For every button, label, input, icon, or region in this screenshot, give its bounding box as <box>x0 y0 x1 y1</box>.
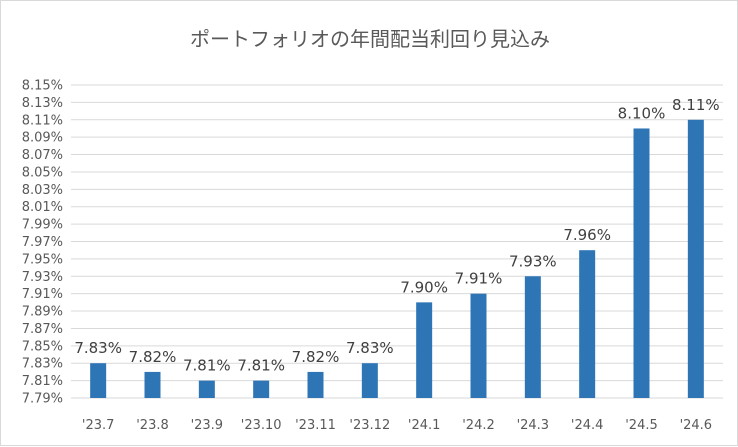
bar <box>144 371 161 398</box>
y-tick-label: 7.81% <box>22 374 63 389</box>
gridlines <box>71 84 723 399</box>
y-tick-label: 8.07% <box>22 148 63 163</box>
y-tick-label: 7.87% <box>22 322 63 337</box>
bar <box>253 380 270 398</box>
bar <box>579 250 596 398</box>
y-tick-label: 8.03% <box>22 183 63 198</box>
x-tick-label: '24.3 <box>517 418 550 433</box>
x-tick-label: '23.11 <box>295 418 336 433</box>
bar <box>633 128 650 398</box>
y-tick-label: 8.01% <box>22 200 63 215</box>
y-tick-label: 7.95% <box>22 252 63 267</box>
data-label: 7.93% <box>509 252 557 270</box>
y-tick-label: 7.83% <box>22 357 63 372</box>
x-tick-label: '23.12 <box>349 418 390 433</box>
y-tick-label: 8.11% <box>22 113 63 128</box>
x-axis: '23.7 '23.8 '23.9 '23.10 '23.11 '23.12 '24.1 '2… <box>82 418 712 433</box>
x-tick-label: '24.4 <box>571 418 604 433</box>
data-label: 7.91% <box>455 270 503 288</box>
data-label: 7.90% <box>400 278 448 296</box>
data-label: 7.81% <box>183 357 231 375</box>
x-tick-label: '23.8 <box>136 418 169 433</box>
y-tick-label: 7.79% <box>22 392 63 407</box>
data-label: 7.81% <box>237 357 285 375</box>
bar <box>470 293 487 398</box>
y-tick-label: 8.13% <box>22 96 63 111</box>
bar <box>198 380 215 398</box>
data-label: 8.10% <box>618 104 666 122</box>
data-label: 7.96% <box>563 226 611 244</box>
x-tick-label: '23.7 <box>82 418 115 433</box>
chart-title: ポートフォリオの年間配当利回り見込み <box>190 27 550 51</box>
data-label: 7.83% <box>346 339 394 357</box>
bar <box>524 276 541 398</box>
bar <box>687 119 704 399</box>
y-tick-label: 7.93% <box>22 270 63 285</box>
bars <box>90 119 704 399</box>
x-tick-label: '24.1 <box>408 418 441 433</box>
bar <box>307 371 324 398</box>
y-tick-label: 7.97% <box>22 235 63 250</box>
x-tick-label: '24.2 <box>462 418 495 433</box>
y-tick-label: 7.99% <box>22 218 63 233</box>
bar <box>90 363 107 398</box>
y-tick-label: 7.91% <box>22 287 63 302</box>
y-axis: 7.79% 7.81% 7.83% 7.85% 7.87% 7.89% 7.91% 7.93%… <box>22 79 63 407</box>
y-tick-label: 8.05% <box>22 165 63 180</box>
x-tick-label: '23.9 <box>191 418 224 433</box>
x-tick-label: '24.5 <box>625 418 658 433</box>
x-tick-label: '23.10 <box>241 418 282 433</box>
data-label: 7.83% <box>74 339 122 357</box>
bar <box>416 302 433 398</box>
y-tick-label: 8.15% <box>22 79 63 94</box>
bar <box>361 363 378 398</box>
y-tick-label: 8.09% <box>22 131 63 146</box>
y-tick-label: 7.89% <box>22 305 63 320</box>
data-label: 7.82% <box>292 348 340 366</box>
data-label: 8.11% <box>672 96 720 114</box>
data-labels: 7.83% 7.82% 7.81% 7.81% 7.82% 7.83% 7.90% 7.91%… <box>74 96 719 375</box>
data-label: 7.82% <box>129 348 177 366</box>
x-tick-label: '24.6 <box>680 418 713 433</box>
y-tick-label: 7.85% <box>22 339 63 354</box>
